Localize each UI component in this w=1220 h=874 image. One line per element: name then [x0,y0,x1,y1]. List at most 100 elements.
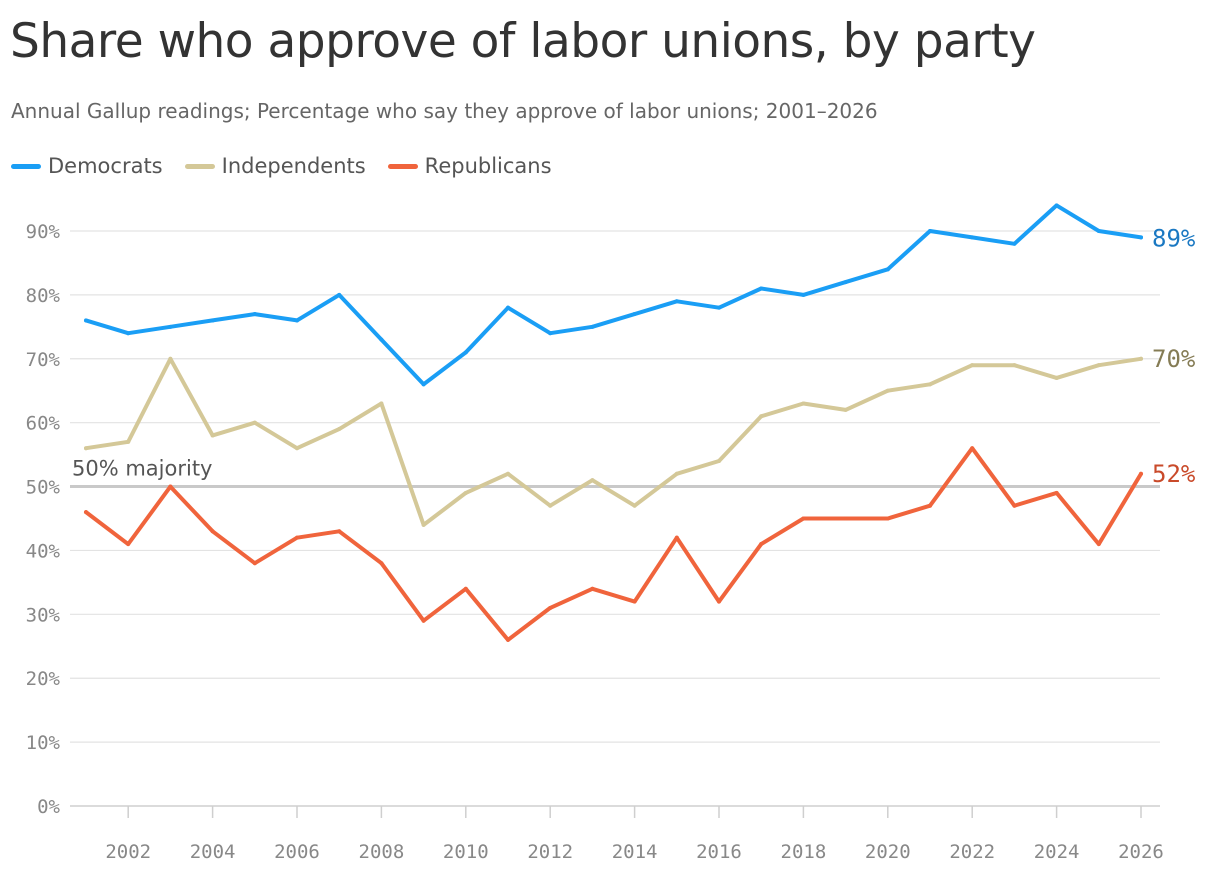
data-point-independents-2008 [379,401,384,406]
legend-swatch-independents [184,163,215,169]
data-point-republicans-2012 [548,605,553,610]
data-point-democrats-2004 [210,318,215,323]
legend-label-democrats: Democrats [48,154,163,178]
data-point-republicans-2014 [632,599,637,604]
data-point-independents-2011 [506,471,510,476]
legend-item-independents: Independents [184,154,366,178]
data-point-independents-2025 [1096,363,1101,368]
data-point-democrats-2005 [252,312,257,317]
data-point-republicans-2016 [717,599,721,604]
x-tick-label: 2016 [696,841,742,863]
majority-annotation: 50% majority [72,457,213,481]
data-point-independents-2015 [674,471,679,476]
series-line-independents [84,356,1143,527]
data-point-independents-2016 [717,459,721,463]
annotation-layer: 50% majority [70,457,1160,489]
axes: 0% 10% 20% 30% 40% 50% 60% 70% 80% 90% 2002 2004 200… [26,221,1164,863]
data-point-democrats-2025 [1096,229,1101,233]
data-point-democrats-2019 [843,280,848,285]
data-point-democrats-2020 [885,267,890,272]
data-point-republicans-2003 [168,484,173,489]
data-point-republicans-2002 [126,542,131,547]
data-point-independents-2006 [295,446,299,451]
chart-subtitle: Annual Gallup readings; Percentage who s… [11,99,878,123]
x-tick-label: 2004 [190,841,236,863]
data-point-democrats-2016 [717,305,721,310]
data-point-independents-2026 [1139,356,1143,361]
data-point-democrats-2013 [590,324,595,329]
data-point-republicans-2025 [1096,542,1101,547]
y-tick-label: 0% [37,796,60,818]
legend: Democrats Independents Republicans [11,154,574,178]
data-point-republicans-2017 [759,542,764,547]
data-point-republicans-2021 [928,503,932,508]
data-point-independents-2002 [126,439,131,444]
data-point-democrats-2001 [84,318,88,323]
data-point-republicans-2020 [885,516,890,521]
data-point-independents-2017 [759,414,764,419]
y-tick-label: 30% [26,604,61,626]
data-point-independents-2012 [548,503,553,508]
y-tick-label: 20% [26,668,61,690]
y-tick-label: 50% [26,477,61,499]
end-labels: 89% 70% 52% [1152,224,1196,487]
data-point-democrats-2021 [928,229,932,233]
data-point-republicans-2022 [970,446,975,451]
x-tick-label: 2026 [1118,841,1164,863]
data-point-republicans-2004 [210,529,215,534]
data-point-republicans-2019 [843,516,848,521]
data-point-democrats-2010 [463,350,468,355]
end-label-democrats: 89% [1152,224,1196,252]
data-point-republicans-2007 [337,529,342,534]
data-point-republicans-2001 [84,510,88,515]
data-point-democrats-2003 [168,324,173,329]
data-point-independents-2010 [463,490,468,495]
x-tick-label: 2014 [612,841,658,863]
legend-item-republicans: Republicans [387,154,552,178]
data-point-republicans-2005 [252,561,257,566]
chart-title: Share who approve of labor unions, by pa… [10,14,1036,69]
data-point-independents-2024 [1054,375,1059,380]
data-point-independents-2001 [84,446,88,451]
x-tick-label: 2024 [1034,841,1080,863]
data-point-independents-2018 [801,401,806,406]
data-point-democrats-2014 [632,312,637,317]
x-tick-label: 2020 [865,841,911,863]
series-line-democrats [84,203,1143,387]
data-point-democrats-2007 [337,292,342,297]
y-tick-label: 80% [26,285,61,307]
y-tick-label: 10% [26,732,61,754]
data-point-independents-2019 [843,407,848,412]
x-tick-label: 2008 [359,841,405,863]
data-point-republicans-2023 [1012,503,1017,508]
data-point-independents-2020 [885,388,890,393]
data-point-independents-2022 [970,363,975,368]
data-point-democrats-2009 [421,382,426,387]
data-point-independents-2021 [928,382,932,387]
data-point-democrats-2022 [970,235,975,240]
data-point-republicans-2009 [421,618,426,623]
data-point-republicans-2013 [590,586,595,591]
data-point-democrats-2026 [1139,235,1143,240]
x-tick-label: 2022 [949,841,995,863]
data-point-independents-2023 [1012,363,1017,368]
data-point-independents-2004 [210,433,215,438]
data-point-democrats-2024 [1054,203,1059,208]
end-label-republicans: 52% [1152,460,1196,488]
y-tick-label: 90% [26,221,61,243]
data-point-independents-2003 [168,356,173,361]
data-point-democrats-2018 [801,292,806,297]
end-label-independents: 70% [1152,345,1196,373]
data-point-independents-2013 [590,478,595,483]
x-tick-label: 2018 [781,841,827,863]
data-point-democrats-2011 [506,305,510,310]
data-point-republicans-2008 [379,561,384,566]
legend-item-democrats: Democrats [11,154,163,178]
legend-label-independents: Independents [221,154,366,178]
x-tick-label: 2010 [443,841,489,863]
data-point-republicans-2018 [801,516,806,521]
y-tick-label: 70% [26,349,61,371]
data-point-republicans-2015 [674,535,679,540]
data-point-democrats-2008 [379,337,384,342]
